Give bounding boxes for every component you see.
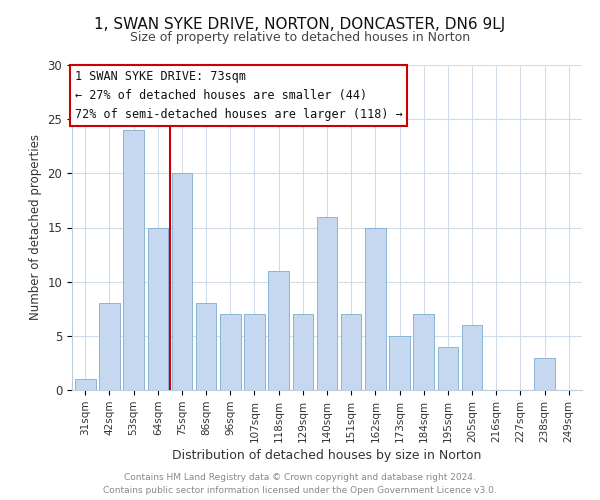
Bar — [365, 228, 386, 390]
Y-axis label: Number of detached properties: Number of detached properties — [29, 134, 42, 320]
Bar — [172, 174, 192, 390]
Bar — [437, 346, 458, 390]
Bar — [99, 304, 120, 390]
Text: 1, SWAN SYKE DRIVE, NORTON, DONCASTER, DN6 9LJ: 1, SWAN SYKE DRIVE, NORTON, DONCASTER, D… — [94, 18, 506, 32]
Bar — [534, 358, 555, 390]
Text: Size of property relative to detached houses in Norton: Size of property relative to detached ho… — [130, 31, 470, 44]
Bar — [75, 379, 95, 390]
Bar — [341, 314, 361, 390]
Bar — [220, 314, 241, 390]
Bar — [462, 325, 482, 390]
Text: Contains HM Land Registry data © Crown copyright and database right 2024.
Contai: Contains HM Land Registry data © Crown c… — [103, 474, 497, 495]
Bar — [196, 304, 217, 390]
X-axis label: Distribution of detached houses by size in Norton: Distribution of detached houses by size … — [172, 449, 482, 462]
Bar — [389, 336, 410, 390]
Bar — [413, 314, 434, 390]
Bar — [268, 271, 289, 390]
Bar — [317, 216, 337, 390]
Bar — [293, 314, 313, 390]
Bar — [148, 228, 168, 390]
Bar — [124, 130, 144, 390]
Text: 1 SWAN SYKE DRIVE: 73sqm
← 27% of detached houses are smaller (44)
72% of semi-d: 1 SWAN SYKE DRIVE: 73sqm ← 27% of detach… — [74, 70, 403, 121]
Bar — [244, 314, 265, 390]
